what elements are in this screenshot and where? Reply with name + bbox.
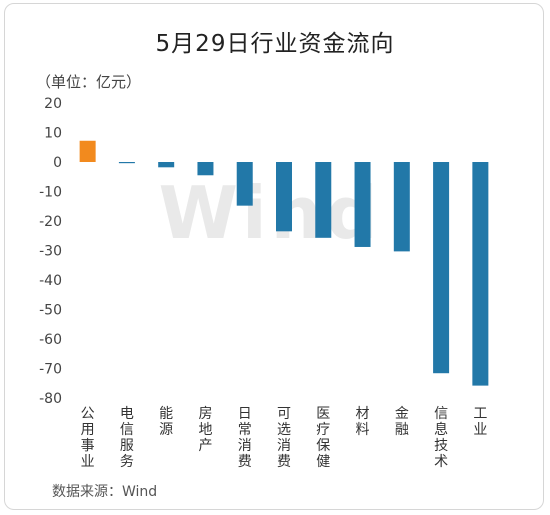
y-tick-label: 20 — [44, 96, 62, 112]
x-tick-label: 医疗保健 — [316, 406, 330, 470]
bar — [393, 162, 410, 252]
bar — [118, 162, 135, 164]
x-tick-label: 能源 — [159, 406, 173, 438]
x-tick-label: 信息技术 — [434, 406, 448, 470]
y-tick-label: 0 — [53, 155, 62, 171]
x-tick-label: 房地产 — [198, 406, 212, 454]
x-tick-label: 工业 — [473, 406, 487, 438]
x-tick-label: 电信服务 — [120, 406, 134, 470]
bar — [79, 140, 96, 162]
y-tick-label: -10 — [39, 185, 62, 201]
bar — [197, 162, 214, 176]
x-tick-label: 材料 — [356, 406, 370, 438]
x-tick-label: 可选消费 — [277, 406, 291, 470]
y-tick-label: -80 — [39, 391, 62, 407]
chart-title: 5月29日行业资金流向 — [155, 31, 395, 57]
y-tick-label: -40 — [39, 273, 62, 289]
y-tick-label: -50 — [39, 303, 62, 319]
y-tick-label: -30 — [39, 244, 62, 260]
bar — [354, 162, 371, 247]
bar — [472, 162, 489, 386]
source-note: 数据来源：Wind — [52, 484, 158, 500]
y-tick-label: -20 — [39, 214, 62, 230]
x-tick-label: 公用事业 — [81, 406, 95, 470]
chart-frame — [4, 3, 544, 510]
bar — [236, 162, 253, 206]
x-tick-label: 日常消费 — [238, 406, 252, 470]
y-tick-label: 10 — [44, 126, 62, 142]
bar — [276, 162, 292, 232]
y-tick-label: -70 — [39, 362, 62, 378]
bar — [433, 162, 450, 374]
y-tick-label: -60 — [39, 332, 62, 348]
x-tick-label: 金融 — [395, 406, 409, 438]
watermark-text: Wind — [159, 171, 382, 255]
unit-label: （单位：亿元） — [36, 73, 142, 91]
bar — [315, 162, 332, 238]
bar — [158, 162, 175, 168]
